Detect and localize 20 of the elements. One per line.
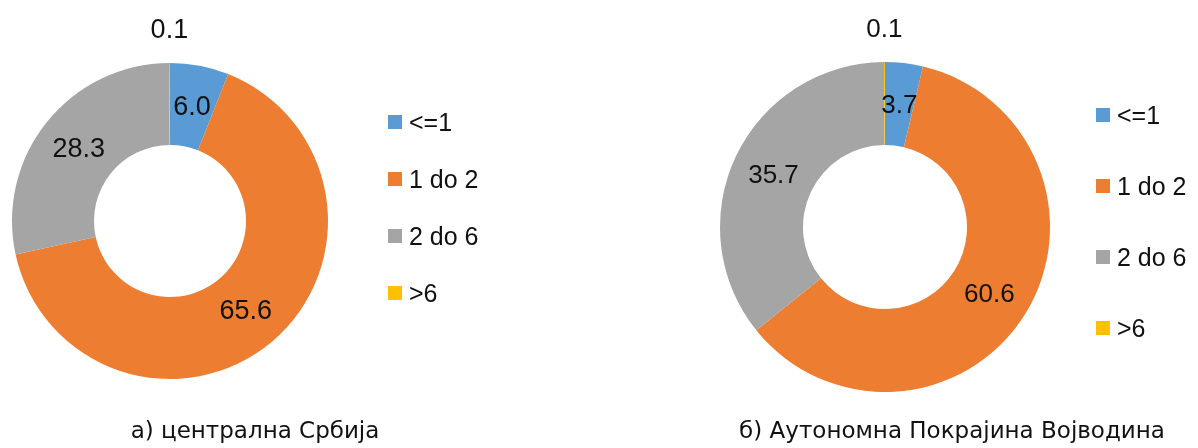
donut-slice: [12, 63, 170, 255]
text: б) Аутономна Покрајина Војводина: [738, 416, 1166, 444]
legend-label: <=1: [409, 107, 453, 137]
legend-label: >6: [1117, 313, 1146, 343]
data-label: 35.7: [748, 158, 799, 189]
data-label: 65.6: [219, 295, 272, 326]
data-label: 0.1: [866, 13, 903, 43]
legend-label: <=1: [1117, 100, 1161, 130]
legend-label: 1 do 2: [1117, 171, 1187, 201]
data-label: 60.6: [964, 277, 1015, 308]
donut-slice: [15, 74, 328, 379]
text: а) централна Србија: [129, 416, 381, 444]
data-label: 0.1: [150, 14, 189, 44]
data-label: 28.3: [52, 132, 105, 163]
legend-label: 2 do 6: [1117, 242, 1187, 272]
donut-slice: [170, 63, 229, 151]
legend-label: 2 do 6: [409, 221, 479, 251]
data-label: 6.0: [173, 91, 211, 122]
legend-label: >6: [409, 278, 438, 308]
legend-label: 1 do 2: [409, 164, 479, 194]
